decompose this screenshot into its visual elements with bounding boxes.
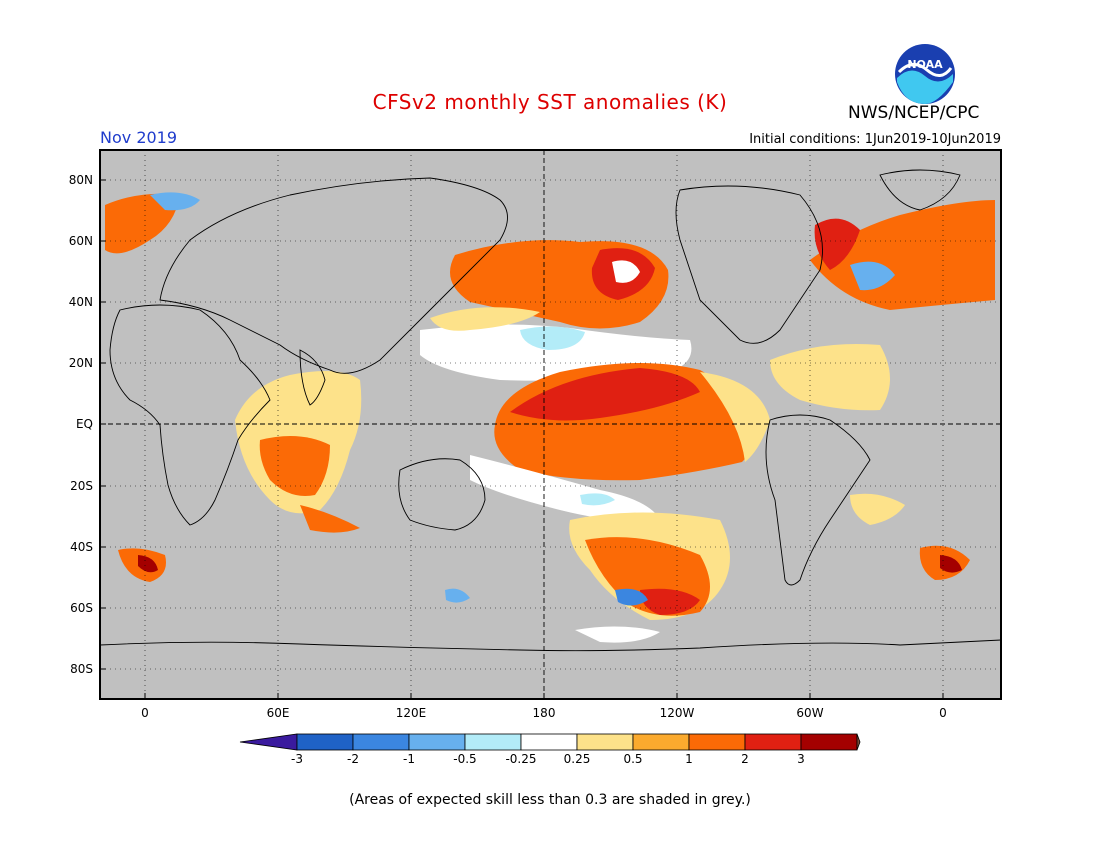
colorbar-segment <box>800 733 858 751</box>
coastline-eurasia <box>159 177 508 374</box>
warm-central-pacific-margin <box>700 372 770 462</box>
cool-europe-arctic <box>150 192 200 211</box>
lat-tick-label: 40N <box>69 295 93 309</box>
lon-tick-label: 0 <box>141 706 149 720</box>
lon-tick-label: 0 <box>939 706 947 720</box>
colorbar-segment <box>352 733 410 751</box>
colorbar-segment <box>408 733 466 751</box>
lon-tick-label: 120E <box>396 706 427 720</box>
chart-title: CFSv2 monthly SST anomalies (K) <box>372 90 728 114</box>
coastline-north-america <box>675 185 823 344</box>
coastline-greenland <box>879 169 961 211</box>
neutral-antarctic-coast <box>575 626 660 643</box>
colorbar-high-arrow <box>856 733 861 751</box>
hot-south-atlantic-core <box>940 555 962 573</box>
anomaly-equatorial-pacific-core <box>510 368 700 421</box>
colorbar-tick-label: -0.5 <box>453 752 476 766</box>
neutral-north-pacific-center <box>612 260 640 283</box>
skill-footnote: (Areas of expected skill less than 0.3 a… <box>349 792 751 808</box>
lat-tick-label: 80S <box>70 662 93 676</box>
colorbar-tick-label: -0.25 <box>505 752 536 766</box>
colorbar-tick-label: -3 <box>291 752 303 766</box>
cool-north-atlantic <box>850 261 895 291</box>
cool-south-pacific <box>580 493 615 506</box>
colorbar-tick-label: 0.25 <box>564 752 591 766</box>
warm-north-pacific-margin <box>430 307 540 331</box>
warm-south-atlantic <box>850 493 905 525</box>
lat-tick-label: EQ <box>76 417 93 431</box>
coastline-south-america <box>765 414 871 586</box>
neutral-south-pacific-band <box>470 455 660 522</box>
coastline-antarctica <box>100 639 1001 652</box>
organization-label: NWS/NCEP/CPC <box>848 103 980 123</box>
hot-south-indian-west-core <box>138 555 158 573</box>
warm-europe-arctic <box>105 193 180 254</box>
noaa-logo: NOAA <box>895 44 955 104</box>
colorbar-segment <box>296 733 354 751</box>
lat-tick-label: 40S <box>70 540 93 554</box>
colorbar-tick-label: 2 <box>741 752 749 766</box>
lat-tick-label: 80N <box>69 173 93 187</box>
colorbar-segment <box>464 733 522 751</box>
anomaly-indian-ocean-south <box>300 505 360 533</box>
anomaly-south-pacific-core <box>640 588 700 615</box>
cool-north-pacific <box>520 326 585 350</box>
colorbar-segment <box>744 733 802 751</box>
lat-tick-label: 20S <box>70 479 93 493</box>
coastline-india <box>299 349 326 406</box>
colorbar-tick-label: 1 <box>685 752 693 766</box>
valid-month-label: Nov 2019 <box>100 128 178 147</box>
lon-tick-label: 180 <box>533 706 556 720</box>
coastline-africa <box>109 304 271 526</box>
warm-north-atlantic <box>770 344 890 411</box>
colorbar-segment <box>520 733 578 751</box>
lon-tick-label: 60W <box>796 706 823 720</box>
logo-text: NOAA <box>907 58 943 71</box>
colorbar-segment <box>576 733 634 751</box>
colorbar-tick-label: -2 <box>347 752 359 766</box>
anomaly-indian-ocean <box>259 436 330 496</box>
lat-tick-label: 60N <box>69 234 93 248</box>
cool-southern-ocean-1 <box>445 588 470 603</box>
coastline-australia <box>398 458 486 531</box>
colorbar-segment <box>688 733 746 751</box>
lon-tick-label: 60E <box>267 706 290 720</box>
lat-tick-label: 60S <box>70 601 93 615</box>
initial-conditions-label: Initial conditions: 1Jun2019-10Jun2019 <box>749 132 1001 147</box>
colorbar-segment <box>632 733 690 751</box>
colorbar-tick-label: -1 <box>403 752 415 766</box>
hot-north-atlantic-core <box>814 218 860 270</box>
cool-southern-ocean-2 <box>615 588 648 606</box>
colorbar-tick-label: 3 <box>797 752 805 766</box>
warm-north-atlantic-high <box>810 200 995 310</box>
lon-tick-label: 120W <box>660 706 695 720</box>
colorbar-low-arrow <box>239 733 298 751</box>
lat-tick-label: 20N <box>69 356 93 370</box>
colorbar-tick-label: 0.5 <box>623 752 642 766</box>
